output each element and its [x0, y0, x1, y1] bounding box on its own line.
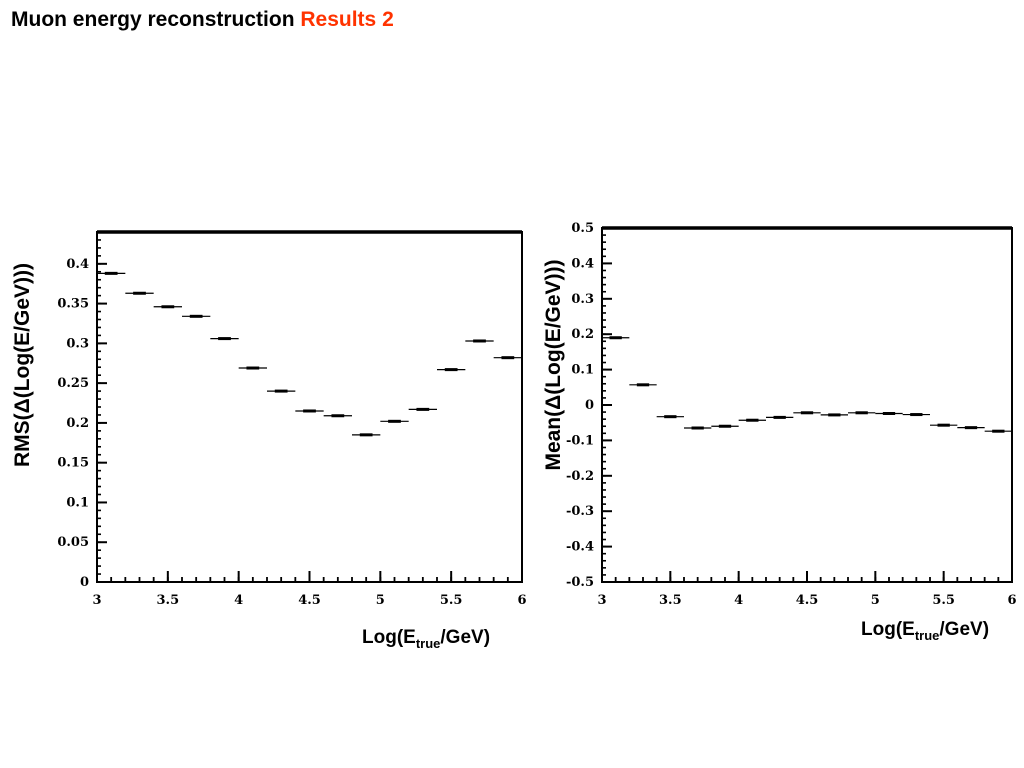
mean-x-tick-label: 5: [871, 593, 880, 608]
rms-x-tick-label: 3: [92, 593, 101, 608]
rms-plot-frame: [96, 231, 523, 583]
mean-x-tick-label: 3: [597, 593, 606, 608]
rms-x-tick-label: 4.5: [298, 593, 321, 608]
mean-y-tick-label: -0.4: [566, 540, 594, 555]
mean-plot-frame: [601, 227, 1013, 583]
mean-x-tick-label: 3.5: [659, 593, 682, 608]
mean-y-tick-label: 0: [585, 398, 594, 413]
mean-y-tick-label: 0.3: [571, 292, 594, 307]
rms-y-tick-label: 0.1: [66, 495, 89, 510]
rms-y-tick-label: 0.15: [57, 456, 89, 471]
mean-y-tick-label: -0.5: [566, 575, 594, 590]
rms-y-tick-label: 0.4: [66, 257, 89, 272]
slide-title-accent: Results 2: [300, 8, 394, 31]
mean-x-tick-label: 4: [734, 593, 743, 608]
mean-y-tick-label: 0.1: [571, 363, 594, 378]
mean-y-axis-title: Mean(Δ(Log(E/GeV))): [542, 259, 565, 471]
rms-y-tick-label: 0.05: [57, 535, 89, 550]
rms-x-tick-label: 5: [376, 593, 385, 608]
mean-y-tick-label: 0.4: [571, 256, 594, 271]
rms-x-tick-label: 3.5: [157, 593, 180, 608]
mean-x-tick-label: 6: [1007, 593, 1016, 608]
mean-x-tick-label: 5.5: [932, 593, 955, 608]
mean-y-tick-label: 0.5: [571, 221, 594, 236]
slide-title: Muon energy reconstruction Results 2: [11, 8, 394, 32]
mean-y-tick-label: -0.1: [566, 433, 594, 448]
rms-y-tick-label: 0.2: [66, 416, 89, 431]
rms-x-tick-label: 6: [517, 593, 526, 608]
rms-x-tick-label: 5.5: [440, 593, 463, 608]
rms-y-axis-title: RMS(Δ(Log(E/GeV))): [11, 262, 34, 468]
rms-x-axis-title: Log(Etrue/GeV): [362, 627, 491, 651]
mean-y-tick-label: 0.2: [571, 327, 594, 342]
rms-y-tick-label: 0.35: [57, 297, 89, 312]
slide-title-main: Muon energy reconstruction: [11, 8, 295, 31]
rms-y-tick-label: 0: [80, 575, 89, 590]
mean-y-tick-label: -0.2: [566, 469, 594, 484]
mean-x-axis-title: Log(Etrue/GeV): [861, 619, 990, 643]
rms-x-tick-label: 4: [234, 593, 243, 608]
rms-y-tick-label: 0.3: [66, 336, 89, 351]
rms-y-tick-label: 0.25: [57, 376, 89, 391]
mean-y-tick-label: -0.3: [566, 504, 594, 519]
mean-x-tick-label: 4.5: [796, 593, 819, 608]
